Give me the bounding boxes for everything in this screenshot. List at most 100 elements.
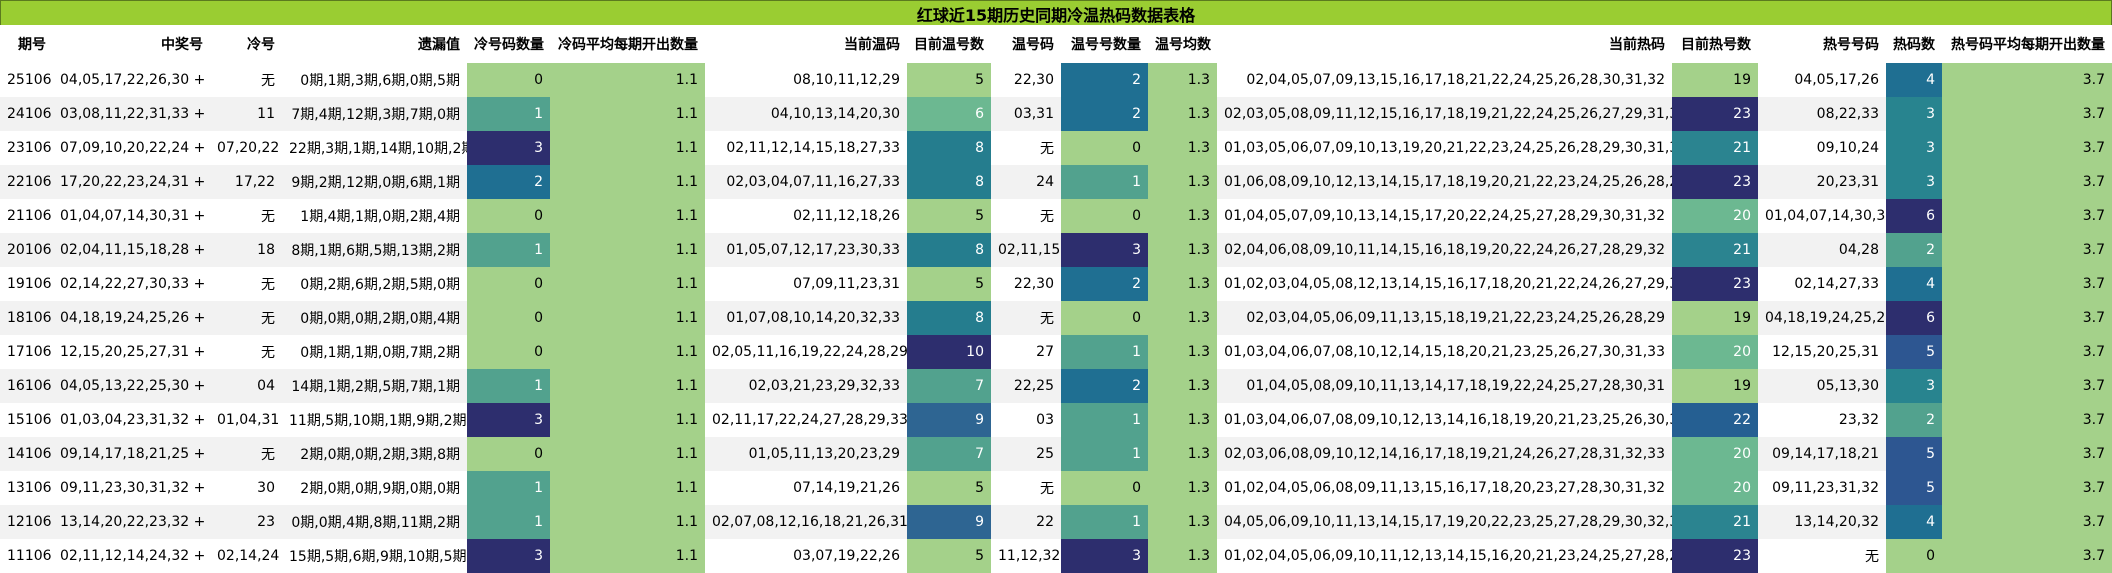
hot-avg-cell: 3.7 <box>1942 539 2112 573</box>
cold-avg-cell: 1.1 <box>550 267 705 301</box>
hot-count-cell: 4 <box>1886 63 1942 97</box>
warm-count-cell: 3 <box>1061 233 1148 267</box>
hot-codes-cell: 01,04,07,14,30,31 <box>1758 199 1886 233</box>
winning-numbers-cell: 01,03,04,23,31,32 + 13 <box>53 403 210 437</box>
missing-values-cell: 22期,3期,1期,14期,10期,2期 <box>282 131 467 165</box>
issue-cell: 16106 <box>0 369 53 403</box>
cold-avg-cell: 1.1 <box>550 63 705 97</box>
warm-num-cell: 9 <box>907 403 991 437</box>
warm-codes-cell: 02,11,15 <box>991 233 1061 267</box>
col-header-warm-num: 目前温号数 <box>907 25 991 63</box>
hot-avg-cell: 3.7 <box>1942 403 2112 437</box>
hot-numbers-cell: 01,02,04,05,06,09,10,11,12,13,14,15,16,2… <box>1217 539 1672 573</box>
hot-codes-cell: 13,14,20,32 <box>1758 505 1886 539</box>
cold-numbers-cell: 30 <box>210 471 282 505</box>
cold-avg-cell: 1.1 <box>550 131 705 165</box>
missing-values-cell: 0期,1期,1期,0期,7期,2期 <box>282 335 467 369</box>
hot-avg-cell: 3.7 <box>1942 131 2112 165</box>
warm-avg-cell: 1.3 <box>1148 471 1217 505</box>
warm-numbers-cell: 02,03,21,23,29,32,33 <box>705 369 907 403</box>
winning-numbers-cell: 02,04,11,15,18,28 + 10 <box>53 233 210 267</box>
issue-cell: 19106 <box>0 267 53 301</box>
hot-codes-cell: 04,28 <box>1758 233 1886 267</box>
issue-cell: 22106 <box>0 165 53 199</box>
hot-numbers-cell: 01,06,08,09,10,12,13,14,15,17,18,19,20,2… <box>1217 165 1672 199</box>
warm-num-cell: 5 <box>907 539 991 573</box>
hot-avg-cell: 3.7 <box>1942 301 2112 335</box>
warm-codes-cell: 11,12,32 <box>991 539 1061 573</box>
warm-numbers-cell: 02,03,04,07,11,16,27,33 <box>705 165 907 199</box>
warm-codes-cell: 无 <box>991 471 1061 505</box>
hot-num-cell: 19 <box>1672 369 1758 403</box>
hot-num-cell: 21 <box>1672 233 1758 267</box>
cold-count-cell: 1 <box>467 505 550 539</box>
issue-cell: 21106 <box>0 199 53 233</box>
hot-avg-cell: 3.7 <box>1942 199 2112 233</box>
warm-numbers-cell: 02,07,08,12,16,18,21,26,31 <box>705 505 907 539</box>
warm-codes-cell: 27 <box>991 335 1061 369</box>
warm-count-cell: 0 <box>1061 199 1148 233</box>
winning-numbers-cell: 09,14,17,18,21,25 + 15 <box>53 437 210 471</box>
issue-cell: 25106 <box>0 63 53 97</box>
hot-count-cell: 3 <box>1886 97 1942 131</box>
hot-count-cell: 4 <box>1886 505 1942 539</box>
warm-avg-cell: 1.3 <box>1148 301 1217 335</box>
issue-cell: 14106 <box>0 437 53 471</box>
cold-avg-cell: 1.1 <box>550 539 705 573</box>
col-header-cold-count: 冷号码数量 <box>467 25 550 63</box>
hot-numbers-cell: 02,03,04,05,06,09,11,13,15,18,19,21,22,2… <box>1217 301 1672 335</box>
cold-count-cell: 0 <box>467 63 550 97</box>
col-header-hot-num: 目前热号数 <box>1672 25 1758 63</box>
hot-codes-cell: 05,13,30 <box>1758 369 1886 403</box>
cold-count-cell: 3 <box>467 403 550 437</box>
hot-num-cell: 21 <box>1672 505 1758 539</box>
warm-count-cell: 1 <box>1061 335 1148 369</box>
warm-num-cell: 8 <box>907 165 991 199</box>
hot-num-cell: 20 <box>1672 471 1758 505</box>
hot-numbers-cell: 02,03,06,08,09,10,12,14,16,17,18,19,21,2… <box>1217 437 1672 471</box>
warm-codes-cell: 22,25 <box>991 369 1061 403</box>
missing-values-cell: 11期,5期,10期,1期,9期,2期 <box>282 403 467 437</box>
hot-codes-cell: 02,14,27,33 <box>1758 267 1886 301</box>
cold-count-cell: 1 <box>467 233 550 267</box>
issue-cell: 13106 <box>0 471 53 505</box>
cold-count-cell: 0 <box>467 437 550 471</box>
warm-avg-cell: 1.3 <box>1148 165 1217 199</box>
col-header-cold: 冷号 <box>210 25 282 63</box>
hot-numbers-cell: 01,03,04,06,07,08,09,10,12,13,14,16,18,1… <box>1217 403 1672 437</box>
winning-numbers-cell: 04,18,19,24,25,26 + 10 <box>53 301 210 335</box>
hot-count-cell: 6 <box>1886 301 1942 335</box>
hot-count-cell: 2 <box>1886 233 1942 267</box>
warm-count-cell: 1 <box>1061 403 1148 437</box>
col-header-warm-avg: 温号均数 <box>1148 25 1217 63</box>
warm-avg-cell: 1.3 <box>1148 63 1217 97</box>
hot-codes-cell: 12,15,20,25,31 <box>1758 335 1886 369</box>
warm-codes-cell: 03,31 <box>991 97 1061 131</box>
cold-avg-cell: 1.1 <box>550 403 705 437</box>
cold-count-cell: 1 <box>467 471 550 505</box>
hot-num-cell: 21 <box>1672 131 1758 165</box>
winning-numbers-cell: 03,08,11,22,31,33 + 04 <box>53 97 210 131</box>
warm-numbers-cell: 02,11,12,18,26 <box>705 199 907 233</box>
missing-values-cell: 0期,1期,3期,6期,0期,5期 <box>282 63 467 97</box>
hot-codes-cell: 04,18,19,24,25,26 <box>1758 301 1886 335</box>
hot-numbers-cell: 01,02,04,05,06,08,09,11,13,15,16,17,18,2… <box>1217 471 1672 505</box>
cold-numbers-cell: 02,14,24 <box>210 539 282 573</box>
warm-codes-cell: 03 <box>991 403 1061 437</box>
hot-num-cell: 19 <box>1672 301 1758 335</box>
warm-num-cell: 8 <box>907 233 991 267</box>
warm-num-cell: 6 <box>907 97 991 131</box>
warm-avg-cell: 1.3 <box>1148 131 1217 165</box>
warm-count-cell: 0 <box>1061 301 1148 335</box>
hot-codes-cell: 09,11,23,31,32 <box>1758 471 1886 505</box>
hot-codes-cell: 08,22,33 <box>1758 97 1886 131</box>
warm-numbers-cell: 02,11,12,14,15,18,27,33 <box>705 131 907 165</box>
hot-codes-cell: 09,10,24 <box>1758 131 1886 165</box>
issue-cell: 20106 <box>0 233 53 267</box>
hot-avg-cell: 3.7 <box>1942 233 2112 267</box>
